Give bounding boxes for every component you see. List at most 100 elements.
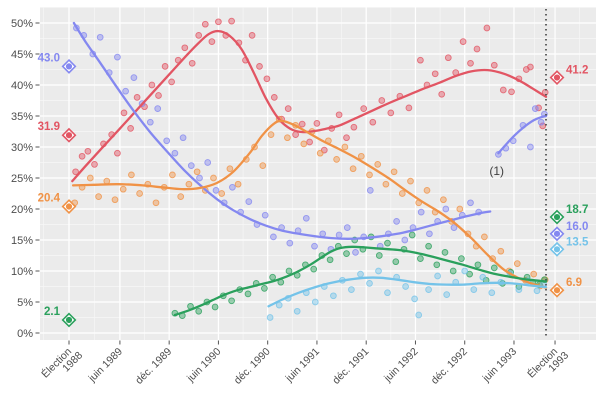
poll-point [188, 59, 196, 67]
poll-point [343, 224, 351, 231]
poll-point [473, 45, 481, 53]
end-value-label: 41.2 [566, 65, 588, 77]
x-tick-label: déc. 1990 [232, 346, 273, 387]
poll-point [398, 190, 406, 197]
poll-point [530, 270, 538, 278]
poll-point [348, 286, 355, 293]
poll-point [481, 233, 488, 241]
trend-green [173, 245, 548, 317]
poll-point [357, 270, 364, 278]
poll-point [515, 286, 523, 293]
poll-point [374, 161, 382, 168]
poll-point [311, 242, 318, 250]
poll-point [433, 261, 441, 269]
poll-point [405, 104, 413, 112]
trend-red [71, 29, 548, 183]
trend-line [497, 114, 548, 155]
x-tick-label: Élection1993 [525, 341, 572, 388]
poll-point [114, 149, 121, 157]
poll-point [444, 54, 452, 62]
poll-point [284, 105, 292, 112]
x-tick-label: juin 1991 [283, 346, 322, 385]
poll-point [95, 193, 102, 200]
poll-point [441, 249, 449, 256]
poll-point [539, 122, 547, 130]
poll-point [256, 63, 263, 70]
poll-point [152, 199, 160, 207]
y-tick-label: 50% [11, 18, 33, 30]
poll-point [330, 292, 337, 300]
poll-point [269, 273, 276, 281]
poll-point [293, 307, 301, 315]
poll-point [417, 255, 424, 262]
poll-point [456, 205, 464, 213]
poll-point [326, 256, 334, 264]
poll-point [161, 63, 169, 70]
poll-point [215, 18, 222, 26]
trend-line [72, 21, 492, 240]
poll-point [114, 53, 121, 61]
poll-point [263, 75, 271, 83]
result-dot [553, 213, 561, 221]
poll-point [103, 177, 111, 185]
x-tick-label: juin 1989 [86, 346, 125, 385]
poll-point [425, 286, 432, 293]
poll-point [335, 231, 343, 239]
poll-point [349, 165, 357, 173]
poll-point [466, 270, 473, 278]
result-dot [65, 63, 73, 70]
poll-point [128, 171, 135, 179]
poll-point [177, 193, 185, 200]
poll-point [228, 297, 235, 305]
poll-point [411, 295, 418, 303]
y-tick-label: 15% [11, 235, 33, 247]
poll-point [298, 120, 306, 128]
trend-orange [71, 119, 548, 289]
poll-point [426, 230, 433, 238]
y-tick-label: 45% [11, 49, 33, 61]
poll-point [136, 190, 143, 197]
poll-point [133, 94, 141, 101]
poll-point [393, 218, 400, 225]
poll-point [497, 247, 505, 255]
poll-point [155, 92, 162, 99]
start-marker-purple: 43.0 [38, 52, 77, 74]
poll-point [508, 88, 515, 96]
poll-point [201, 20, 209, 28]
poll-point [286, 239, 294, 247]
trend-line [173, 245, 548, 317]
poll-point [513, 260, 521, 267]
poll-point [285, 267, 293, 275]
poll-point [479, 273, 487, 281]
end-value-label: 6.9 [566, 277, 582, 289]
y-tick-label: 35% [11, 111, 33, 123]
x-tick-label: déc. 1989 [133, 346, 174, 387]
poll-point [96, 33, 104, 41]
poll-point [270, 94, 278, 101]
end-marker-lightblue: 13.5 [549, 236, 589, 257]
poll-point [415, 311, 423, 319]
poll-point [431, 70, 439, 78]
poll-point [270, 233, 277, 241]
annotation-note: (1) [489, 164, 504, 178]
poll-point [228, 17, 235, 25]
result-dot [65, 132, 73, 139]
poll-point [458, 255, 465, 262]
poll-point [369, 118, 377, 126]
poll-point [366, 280, 373, 287]
poll-point [127, 125, 134, 132]
result-dot [553, 230, 561, 237]
poll-point [169, 171, 176, 179]
poll-point [402, 283, 409, 290]
result-dot [553, 246, 561, 253]
poll-point [527, 143, 534, 151]
end-marker-purple: 16.0 [549, 221, 588, 242]
poll-point [474, 261, 482, 269]
y-tick-label: 20% [11, 204, 33, 216]
poll-point [313, 120, 321, 127]
poll-point [179, 134, 187, 142]
start-marker-green: 2.1 [44, 306, 77, 328]
poll-point [84, 147, 92, 155]
poll-point [310, 265, 318, 273]
